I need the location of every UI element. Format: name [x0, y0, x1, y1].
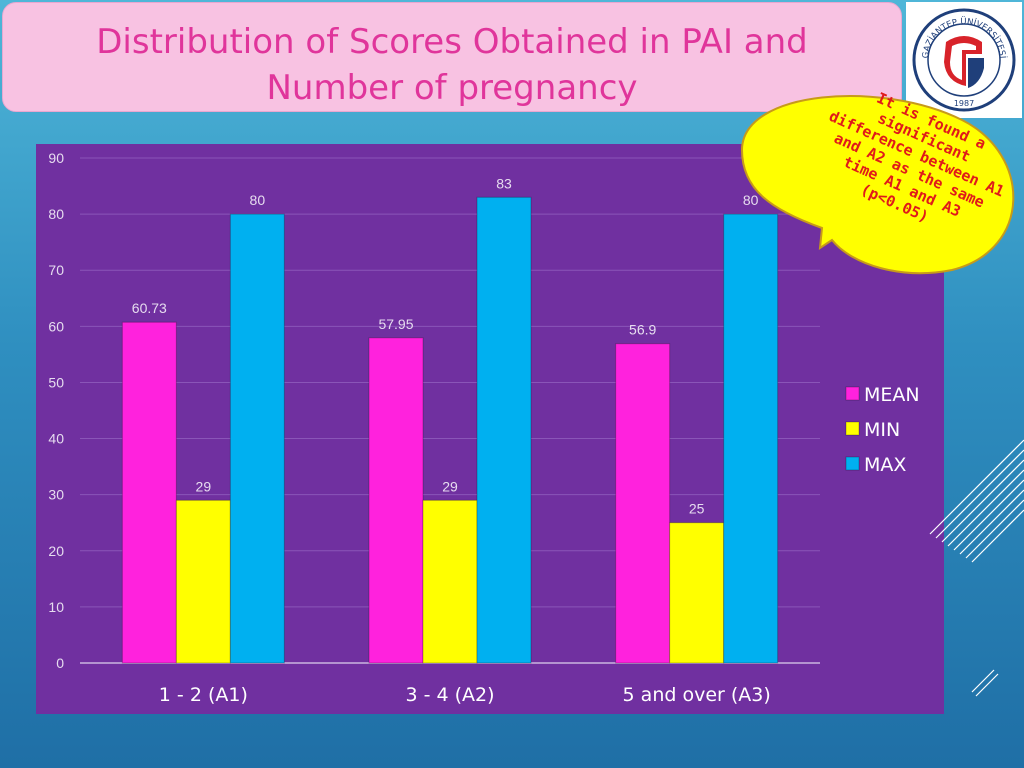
bar-chart: 0 10 20 30 40 50 60 70 80 90 60.73 29 80 1 - 2 (A1) 57… [36, 144, 944, 714]
bar-max [476, 196, 532, 664]
bar-min [175, 499, 231, 664]
y-tick-label: 50 [48, 374, 64, 390]
y-tick-label: 60 [48, 318, 64, 334]
y-tick-label: 40 [48, 431, 64, 447]
bar-min [422, 499, 478, 664]
legend-swatch-max [845, 456, 860, 471]
bar-min [669, 522, 725, 664]
data-label: 83 [496, 175, 512, 191]
legend-label-min: MIN [864, 419, 900, 441]
y-tick-label: 20 [48, 543, 64, 559]
y-tick-label: 0 [56, 655, 64, 671]
data-label: 56.9 [629, 322, 656, 338]
data-label: 25 [689, 501, 705, 517]
bar-max [229, 213, 285, 664]
data-label: 29 [196, 478, 212, 494]
y-tick-label: 90 [48, 150, 64, 166]
university-logo: GAZİANTEP ÜNİVERSİTESİ 1987 [906, 2, 1022, 118]
data-label: 80 [743, 192, 759, 208]
legend-swatch-min [845, 421, 860, 436]
chart-area: 0 10 20 30 40 50 60 70 80 90 60.73 29 80 1 - 2 (A1) 57… [36, 144, 944, 714]
x-category-label: 3 - 4 (A2) [405, 684, 494, 706]
decorative-lines [929, 439, 1024, 697]
bar-mean [368, 337, 424, 664]
y-tick-label: 70 [48, 262, 64, 278]
data-label: 29 [442, 478, 458, 494]
y-tick-label: 10 [48, 599, 64, 615]
callout-bubble [740, 95, 1015, 275]
legend-label-max: MAX [864, 454, 906, 476]
y-tick-label: 80 [48, 206, 64, 222]
slide-title: Distribution of Scores Obtained in PAI a… [96, 22, 808, 108]
bar-mean [615, 343, 671, 664]
bar-max [723, 213, 779, 664]
y-tick-label: 30 [48, 487, 64, 503]
legend-swatch-mean [845, 386, 860, 401]
x-category-label: 5 and over (A3) [623, 684, 771, 706]
title-box: Distribution of Scores Obtained in PAI a… [2, 2, 902, 112]
data-label: 80 [250, 192, 266, 208]
data-label: 57.95 [378, 316, 413, 332]
logo-year: 1987 [954, 99, 974, 108]
legend-label-mean: MEAN [864, 384, 920, 406]
x-category-label: 1 - 2 (A1) [159, 684, 248, 706]
bar-mean [121, 321, 177, 664]
data-label: 60.73 [132, 300, 167, 316]
